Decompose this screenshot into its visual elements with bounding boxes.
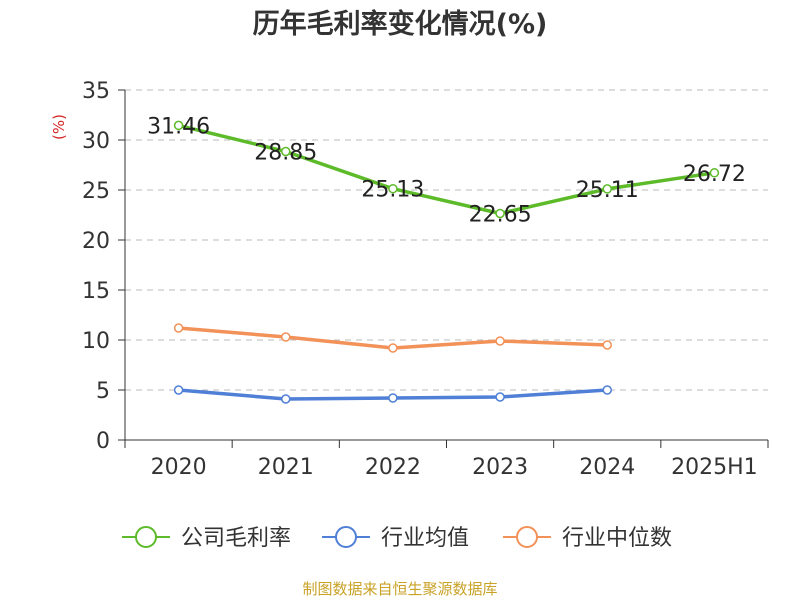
data-point: [602, 184, 612, 194]
data-point: [281, 394, 291, 404]
data-point: [281, 332, 291, 342]
y-tick-label: 30: [82, 129, 110, 154]
series-line: [178, 123, 715, 216]
legend-label: 行业均值: [381, 526, 469, 551]
data-point: [709, 168, 720, 178]
data-labels: 31.46 28.85 25.13 22.65 25.11 26.72: [147, 114, 746, 227]
x-tick-label: 2021: [258, 455, 314, 480]
data-point: [173, 385, 184, 395]
legend-label: 行业中位数: [562, 526, 672, 551]
data-point: [495, 392, 505, 402]
data-label: 25.13: [361, 178, 424, 203]
y-tick-label: 10: [82, 329, 110, 354]
chart-title: 历年毛利率变化情况(%): [253, 8, 548, 40]
y-tick-label: 0: [96, 429, 110, 454]
data-label: 31.46: [147, 114, 210, 139]
data-point: [602, 385, 612, 395]
y-tick-label: 25: [82, 179, 110, 204]
axes: 0 5 10 15 20 25 30 35 2020 2021 2022 2023 2024 2025H1: [82, 79, 769, 480]
legend-marker: [516, 526, 538, 548]
y-tick-label: 15: [82, 279, 110, 304]
series-lines: [173, 120, 720, 404]
data-point: [495, 336, 505, 346]
data-point: [602, 340, 612, 350]
data-point: [173, 323, 184, 333]
data-label: 28.85: [254, 141, 317, 166]
grid-lines: [125, 89, 768, 391]
legend-marker: [335, 526, 357, 548]
y-tick-label: 20: [82, 229, 110, 254]
legend-marker: [135, 526, 157, 548]
x-tick-label: 2025H1: [671, 455, 758, 480]
y-axis-label: (%): [50, 114, 68, 140]
data-point: [388, 343, 398, 353]
x-tick-label: 2020: [151, 455, 207, 480]
data-label: 26.72: [683, 162, 746, 187]
data-label: 22.65: [469, 203, 532, 228]
y-tick-label: 35: [82, 79, 110, 104]
y-tick-label: 5: [96, 379, 110, 404]
data-point: [495, 208, 505, 219]
legend-label: 公司毛利率: [181, 526, 291, 551]
data-point: [388, 183, 398, 194]
legend: 公司毛利率 行业均值 行业中位数: [122, 526, 672, 551]
data-point: [173, 120, 184, 131]
x-tick-label: 2022: [365, 455, 421, 480]
x-tick-label: 2023: [472, 455, 528, 480]
data-point: [281, 146, 291, 157]
data-point: [388, 393, 398, 403]
source-note: 制图数据来自恒生聚源数据库: [302, 580, 498, 598]
data-label: 25.11: [576, 178, 639, 203]
x-tick-label: 2024: [579, 455, 635, 480]
